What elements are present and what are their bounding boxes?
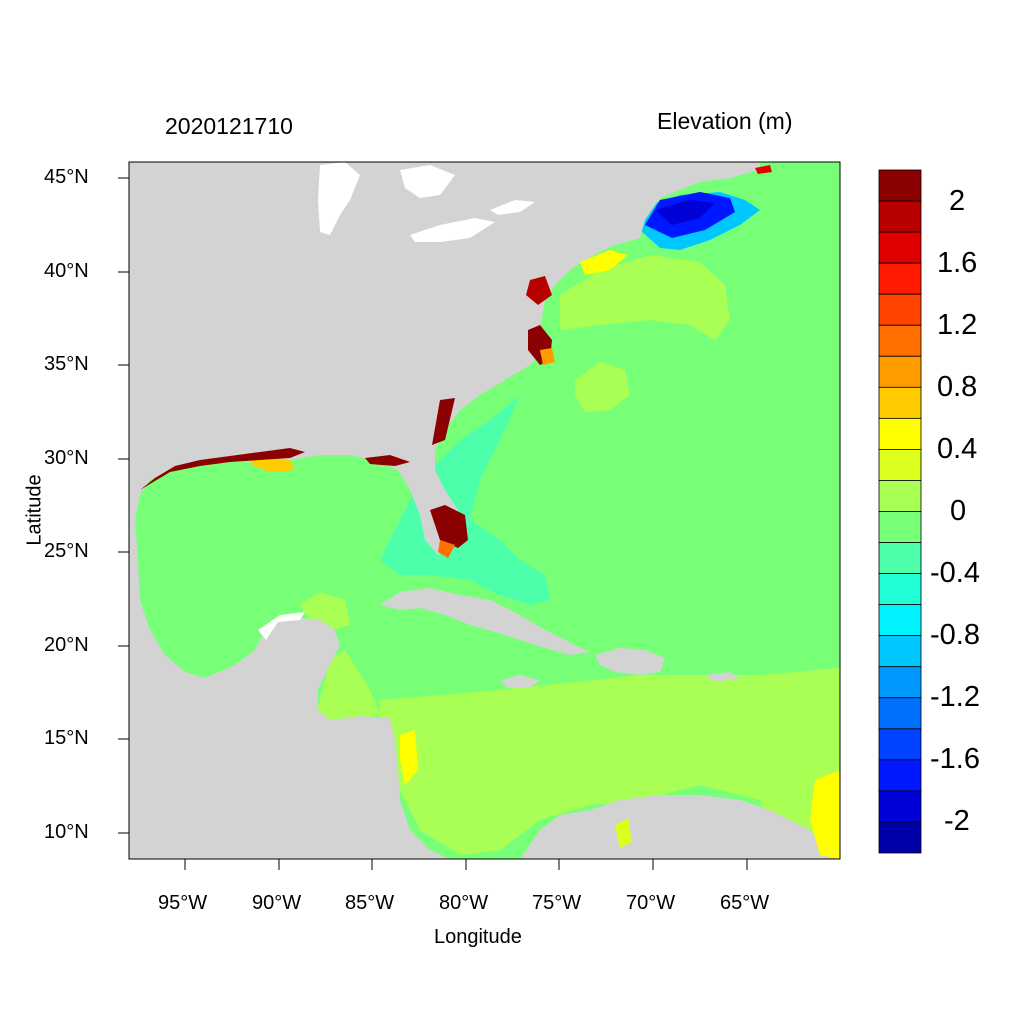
xtick-label: 70°W [626, 892, 676, 914]
xtick-label: 85°W [345, 892, 395, 914]
colorbar-swatch [878, 355, 922, 388]
colorbar-swatch [878, 169, 922, 202]
gulf-coast-surge-fringe [140, 448, 305, 490]
colorbar-swatch [878, 821, 922, 854]
new-york-bight-zone [580, 250, 628, 275]
map-panel [128, 161, 841, 860]
colorbar-swatch [878, 728, 922, 761]
colorbar-swatch [878, 449, 922, 481]
colorbar-label: -0.4 [930, 557, 980, 589]
ytick-label: 45°N [44, 166, 89, 188]
ytick-label: 35°N [44, 353, 89, 375]
lake-erie [410, 218, 495, 242]
variable-title: Elevation (m) [657, 108, 793, 134]
timestamp-title: 2020121710 [165, 113, 293, 139]
colorbar-swatch [878, 324, 922, 357]
georgia-surge-fringe [432, 398, 455, 445]
colorbar-swatch [878, 262, 922, 295]
bahamas-negative-zone [380, 395, 550, 605]
colorbar-label: 0 [950, 495, 967, 527]
colorbar-swatch [878, 790, 922, 823]
ytick-label: 40°N [44, 260, 89, 282]
florida-gradient-zone [438, 540, 455, 558]
gulf-of-maine-min [655, 200, 715, 225]
colorbar-swatch [878, 480, 922, 512]
ytick-label: 30°N [44, 447, 89, 469]
maracaibo-zone [615, 818, 632, 848]
xtick-label: 80°W [439, 892, 489, 914]
lake-ontario [490, 200, 535, 215]
xtick-label: 75°W [532, 892, 582, 914]
chesapeake-surge-zone [526, 276, 552, 305]
colorbar-swatch [878, 511, 922, 543]
big-bend-surge-fringe [365, 455, 410, 466]
colorbar-label: 2 [949, 185, 966, 217]
yucatan-coast [258, 612, 305, 640]
xtick-label: 90°W [252, 892, 302, 914]
colorbar-swatch [878, 293, 922, 326]
cuba-land [380, 588, 590, 655]
ytick-label: 25°N [44, 540, 89, 562]
axis-ticks [118, 177, 748, 870]
colorbar-label: -2 [944, 805, 970, 837]
ytick-label: 20°N [44, 634, 89, 656]
lake-michigan [318, 162, 360, 235]
colorbar-swatch [878, 697, 922, 730]
colorbar-swatch [878, 604, 922, 637]
nova-scotia-surge-spot [755, 165, 772, 174]
nicaragua-positive-zone [400, 730, 418, 785]
colorbar-label: 0.4 [937, 433, 978, 465]
atlantic-eddy-zone [575, 362, 630, 412]
colorbar [878, 169, 922, 854]
colorbar-label: 1.2 [937, 309, 978, 341]
lake-huron [400, 165, 455, 198]
colorbar-swatch [878, 386, 922, 419]
colorbar-swatch [878, 417, 922, 450]
colorbar-label: -1.2 [930, 681, 980, 713]
eastern-caribbean-zone [810, 770, 840, 859]
ytick-label: 15°N [44, 727, 89, 749]
jamaica-land [500, 675, 540, 688]
x-axis-label: Longitude [434, 926, 522, 948]
colorbar-label: -1.6 [930, 743, 980, 775]
colorbar-swatch [878, 759, 922, 792]
caribbean-positive-zone [380, 668, 840, 859]
colorbar-swatch [878, 231, 922, 264]
colorbar-label: 0.8 [937, 371, 978, 403]
ytick-label: 10°N [44, 821, 89, 843]
xtick-label: 95°W [158, 892, 208, 914]
colorbar-label: -0.8 [930, 619, 980, 651]
colorbar-swatch [878, 573, 922, 606]
carolina-gradient-zone [540, 348, 555, 365]
colorbar-swatch [878, 635, 922, 668]
honduras-gulf-zone [315, 650, 380, 720]
puerto-rico-land [705, 672, 740, 682]
colorbar-swatch [878, 542, 922, 574]
florida-surge-zone [430, 505, 468, 548]
y-axis-label: Latitude [23, 474, 46, 546]
colorbar-swatch [878, 666, 922, 699]
xtick-label: 65°W [720, 892, 770, 914]
colorbar-swatch [878, 200, 922, 233]
atlantic-positive-zone [560, 255, 730, 340]
south-america-land [520, 795, 840, 859]
hispaniola-land [595, 648, 665, 675]
colorbar-label: 1.6 [937, 247, 978, 279]
map-frame [128, 161, 841, 860]
